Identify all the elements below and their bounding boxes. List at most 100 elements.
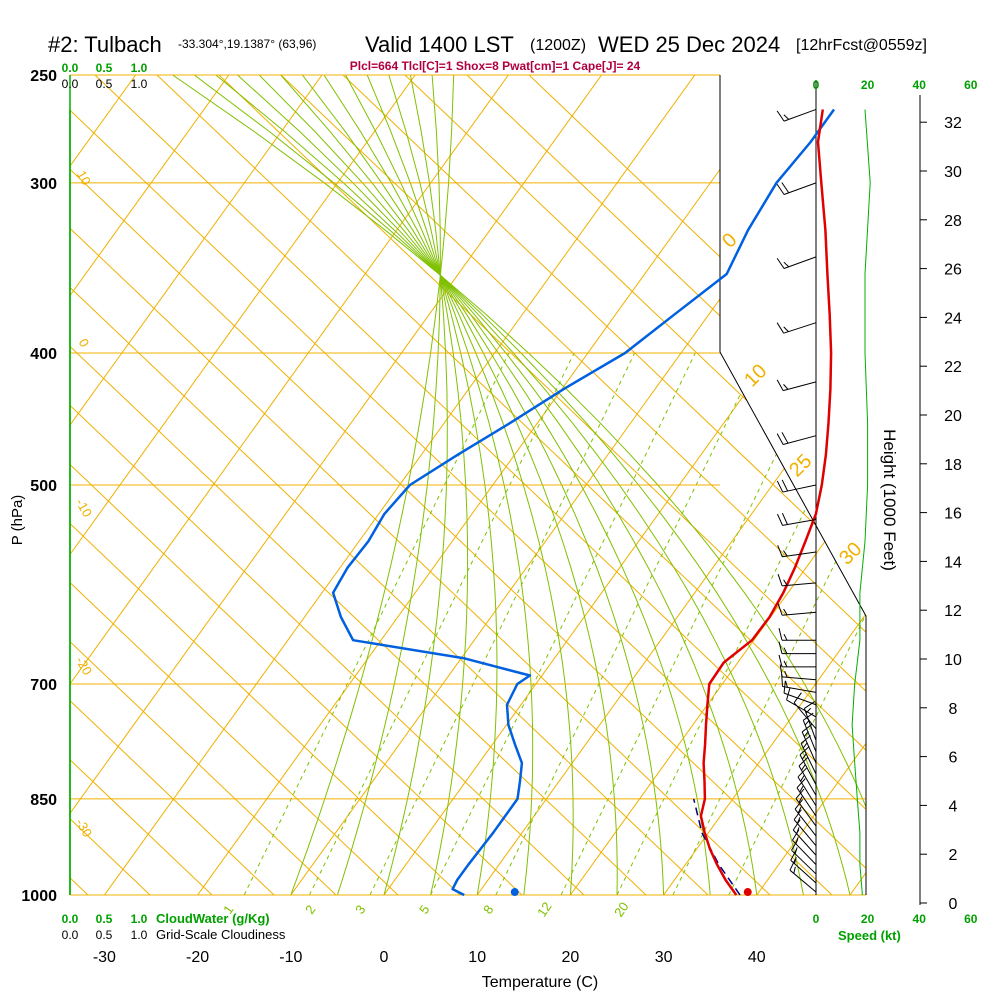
- speed-tick-bottom: 60: [964, 912, 978, 926]
- wind-barb-staff: [786, 699, 817, 718]
- title-forecast: [12hrFcst@0559z]: [796, 37, 927, 54]
- height-tick-24: 24: [944, 310, 962, 327]
- wind-barb-staff: [790, 859, 817, 884]
- series-layer: [69, 108, 836, 897]
- wind-barb-flag: [796, 827, 800, 834]
- wind-barb-flag: [796, 817, 801, 824]
- wind-barb-flag: [795, 788, 805, 799]
- height-tick-16: 16: [944, 506, 962, 523]
- wind-barb: [779, 664, 817, 681]
- dry-adiabat-left-label: -10: [73, 496, 95, 520]
- wind-barb-flag: [784, 670, 788, 678]
- grid-layer: [0, 74, 927, 905]
- wind-barb-staff: [801, 731, 817, 764]
- title-station: #2: Tulbach: [48, 32, 162, 57]
- wind-barb: [792, 819, 817, 856]
- height-tick-26: 26: [944, 262, 962, 279]
- wind-barb: [778, 628, 816, 641]
- moist-adiabat: [323, 75, 574, 895]
- top-cloudwater-tick: 0.5: [96, 61, 113, 75]
- wind-barb-staff: [793, 702, 817, 730]
- isotherm: [70, 75, 323, 895]
- moist-adiabat: [237, 75, 758, 895]
- wind-barb: [777, 545, 817, 558]
- moist-adiabat: [302, 75, 618, 895]
- height-axis-title: Height (1000 Feet): [880, 429, 899, 571]
- wind-barb-flag: [793, 809, 802, 820]
- bottom-cloudwater-tick: 1.0: [131, 912, 148, 926]
- mixing-ratio-line: [430, 352, 696, 895]
- temp-tick-20: 20: [562, 949, 580, 966]
- wind-barb-flag: [783, 579, 788, 586]
- dry-adiabat: [342, 75, 866, 895]
- temp-tick-0: 0: [380, 949, 389, 966]
- wind-barb-staff: [800, 743, 817, 775]
- wind-barb: [776, 479, 817, 493]
- moist-adiabat: [280, 75, 665, 895]
- dry-adiabat-left-label: 0: [76, 336, 93, 350]
- speed-tick-top: 20: [861, 78, 875, 92]
- surface-dewpoint: [510, 888, 519, 897]
- stability-indices: Plcl=664 Tlcl[C]=1 Shox=8 Pwat[cm]=1 Cap…: [350, 59, 641, 73]
- height-tick-2: 2: [949, 847, 958, 864]
- top-cloudwater-tick: 0.0: [62, 61, 79, 75]
- wind-barb-staff: [792, 829, 817, 856]
- wind-barb-flag: [777, 545, 783, 557]
- wind-barb-staff: [793, 819, 817, 847]
- height-tick-4: 4: [949, 798, 958, 815]
- wind-barb-flag: [802, 742, 808, 749]
- wind-barb-flag: [783, 261, 790, 268]
- temp-tick--10: -10: [279, 949, 302, 966]
- mixing-ratio-label: 12: [534, 899, 555, 919]
- wind-barb-flag: [789, 858, 796, 871]
- wind-barb: [793, 809, 817, 847]
- height-tick-30: 30: [944, 164, 962, 181]
- dry-adiabat-left-label: -30: [73, 816, 95, 840]
- wind-barb-flag: [783, 114, 790, 120]
- dry-adiabat: [0, 75, 26, 895]
- title-valid: Valid 1400 LST: [365, 32, 514, 57]
- wind-barb-flag: [786, 687, 791, 701]
- top-cloudiness-tick: 0.5: [96, 77, 113, 91]
- wind-barb-flag: [797, 806, 802, 814]
- wind-layer: [776, 108, 871, 896]
- wind-barb: [794, 799, 817, 837]
- pressure-tick-250: 250: [30, 68, 57, 85]
- height-tick-6: 6: [949, 750, 958, 767]
- wind-barb-staff: [799, 754, 817, 786]
- wind-barb-staff: [782, 484, 817, 493]
- speed-tick-bottom: 40: [913, 912, 927, 926]
- wind-barb: [776, 108, 817, 122]
- wind-barb-flag: [776, 379, 784, 391]
- temperature-curve: [699, 109, 833, 896]
- wind-barb-flag: [805, 707, 812, 714]
- height-tick-8: 8: [949, 701, 958, 718]
- dry-adiabat: [528, 75, 866, 895]
- height-tick-32: 32: [944, 115, 962, 132]
- wind-barb-flag: [796, 778, 806, 789]
- wind-barb: [777, 513, 817, 526]
- dry-adiabat: [70, 75, 461, 895]
- moist-adiabat: [193, 75, 851, 895]
- height-tick-28: 28: [944, 213, 962, 230]
- speed-tick-bottom: 20: [861, 912, 875, 926]
- height-tick-14: 14: [944, 554, 962, 571]
- temp-tick--30: -30: [93, 949, 116, 966]
- wind-barb: [776, 182, 817, 195]
- mixing-ratio-line: [616, 352, 866, 895]
- wind-barb: [803, 701, 817, 741]
- wind-barb-staff: [794, 808, 817, 837]
- bottom-cloudwater-tick: 0.5: [96, 912, 113, 926]
- bottom-cloudiness-tick: 1.0: [131, 928, 148, 942]
- dry-adiabat-left-label: -20: [73, 654, 95, 678]
- wind-barb-flag: [799, 785, 804, 793]
- wind-barb-flag: [801, 753, 807, 760]
- wind-barb-flag: [776, 110, 785, 122]
- wind-barb-flag: [792, 819, 801, 831]
- wind-barb-flag: [778, 641, 783, 654]
- wind-barb-staff: [783, 381, 817, 392]
- top-cloudiness-tick: 0.0: [62, 77, 79, 91]
- wind-barb-flag: [778, 654, 783, 667]
- speed-label: Speed (kt): [838, 928, 901, 943]
- height-tick-22: 22: [944, 359, 962, 376]
